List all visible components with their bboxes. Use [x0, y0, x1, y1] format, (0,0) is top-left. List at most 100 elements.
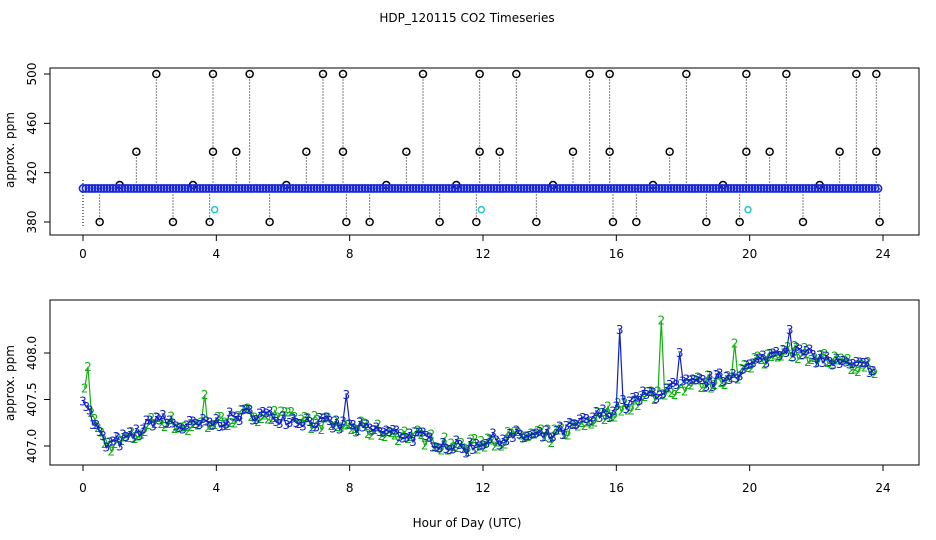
baseline-point: [216, 184, 226, 193]
series-2-point: 2: [158, 417, 166, 431]
series-3-point: 3: [493, 434, 501, 448]
series-2-point: 2: [478, 434, 486, 448]
series-2-point: 2: [778, 349, 786, 363]
baseline-point: [282, 184, 292, 193]
series-2-point: 2: [804, 355, 812, 369]
series-3-point: 3: [103, 441, 111, 455]
baseline-point: [654, 184, 664, 193]
series-3-point: 3: [276, 417, 284, 431]
series-2-point: 2: [561, 428, 569, 442]
top-x-tick-label: 20: [742, 247, 757, 261]
outlier-point-low: [365, 217, 374, 227]
baseline-point: [873, 184, 883, 193]
baseline-point: [459, 184, 469, 193]
series-3-point: 3: [483, 437, 491, 451]
series-2-point: 2: [361, 417, 369, 431]
series-3-point: 3: [233, 411, 241, 425]
series-3-point: 3: [506, 427, 514, 441]
series-2-point: 2: [571, 417, 579, 431]
series-3-point: 3: [136, 429, 144, 443]
series-2-point: 2: [81, 382, 89, 396]
series-3-point: 3: [153, 410, 161, 424]
series-3-point: 3: [839, 354, 847, 368]
cyan-point: [477, 205, 486, 214]
series-3-point: 3: [149, 420, 157, 434]
series-2-point: 2: [421, 439, 429, 453]
series-3-point: 3: [343, 388, 351, 402]
series-3-point: 3: [356, 415, 364, 429]
baseline-point: [219, 184, 229, 193]
series-3-point: 3: [126, 425, 134, 439]
series-2-point: 2: [244, 401, 252, 415]
outlier-point-low: [472, 217, 481, 227]
series-3-point: 3: [439, 436, 447, 450]
series-2-point: 2: [431, 440, 439, 454]
series-3-point: 3: [759, 349, 767, 363]
baseline-point: [474, 184, 484, 193]
series-3-point: 3: [623, 402, 631, 416]
series-2-point: 2: [558, 421, 566, 435]
series-3-point: 3: [529, 428, 537, 442]
series-3-point: 3: [79, 394, 87, 408]
series-2-point: 2: [504, 425, 512, 439]
baseline-point: [195, 184, 205, 193]
baseline-point: [87, 184, 97, 193]
baseline-point: [264, 184, 274, 193]
outlier-point-mid: [742, 147, 751, 156]
series-3-point: 3: [783, 346, 791, 360]
outlier-point-low: [702, 217, 711, 227]
baseline-point: [201, 184, 211, 193]
baseline-point: [711, 184, 721, 193]
series-3-point: 3: [273, 415, 281, 429]
baseline-point: [300, 184, 310, 193]
baseline-point: [222, 184, 232, 193]
baseline-point: [768, 184, 778, 193]
series-2-point: 2: [131, 432, 139, 446]
series-2-point: 2: [734, 372, 742, 386]
series-2-point: 2: [774, 351, 782, 365]
outlier-point-high: [318, 69, 328, 79]
baseline-point: [840, 184, 850, 193]
series-3-point: 3: [829, 359, 837, 373]
baseline-point: [312, 184, 322, 193]
series-3-point: 3: [806, 342, 814, 356]
series-2-point: 2: [518, 429, 526, 443]
series-3-point: 3: [193, 417, 201, 431]
series-2-point: 2: [548, 436, 556, 450]
baseline-point: [810, 184, 820, 193]
baseline-point: [786, 184, 796, 193]
baseline-point: [225, 184, 235, 193]
series-2-line: [84, 320, 876, 454]
series-2-point: 2: [254, 415, 262, 429]
baseline-point: [174, 184, 184, 193]
series-2-point: 2: [148, 411, 156, 425]
baseline-point: [345, 184, 355, 193]
baseline-point: [843, 184, 853, 193]
baseline-point: [675, 184, 685, 193]
baseline-point: [120, 184, 130, 193]
series-2-point: 2: [574, 419, 582, 433]
baseline-point: [543, 184, 553, 193]
series-3-point: 3: [306, 415, 314, 429]
series-2-point: 2: [418, 428, 426, 442]
top-y-tick-label: 500: [25, 63, 39, 86]
series-2-point: 2: [121, 430, 129, 444]
baseline-point: [642, 184, 652, 193]
series-2-point: 2: [651, 393, 659, 407]
outlier-point-mid: [402, 147, 411, 156]
outlier-point-low: [875, 217, 884, 227]
series-3-point: 3: [673, 378, 681, 392]
outlier-point-mid: [302, 147, 311, 156]
baseline-point: [348, 184, 358, 193]
series-2-point: 2: [454, 441, 462, 455]
series-2-point: 2: [398, 427, 406, 441]
baseline-point: [618, 184, 628, 193]
series-2-point: 2: [201, 388, 209, 402]
series-2-point: 2: [424, 431, 432, 445]
series-3-point: 3: [96, 425, 104, 439]
series-3-point: 3: [93, 418, 101, 432]
baseline-point: [234, 184, 244, 193]
baseline-point: [660, 184, 670, 193]
series-3-point: 3: [409, 435, 417, 449]
series-3-point: 3: [666, 378, 674, 392]
